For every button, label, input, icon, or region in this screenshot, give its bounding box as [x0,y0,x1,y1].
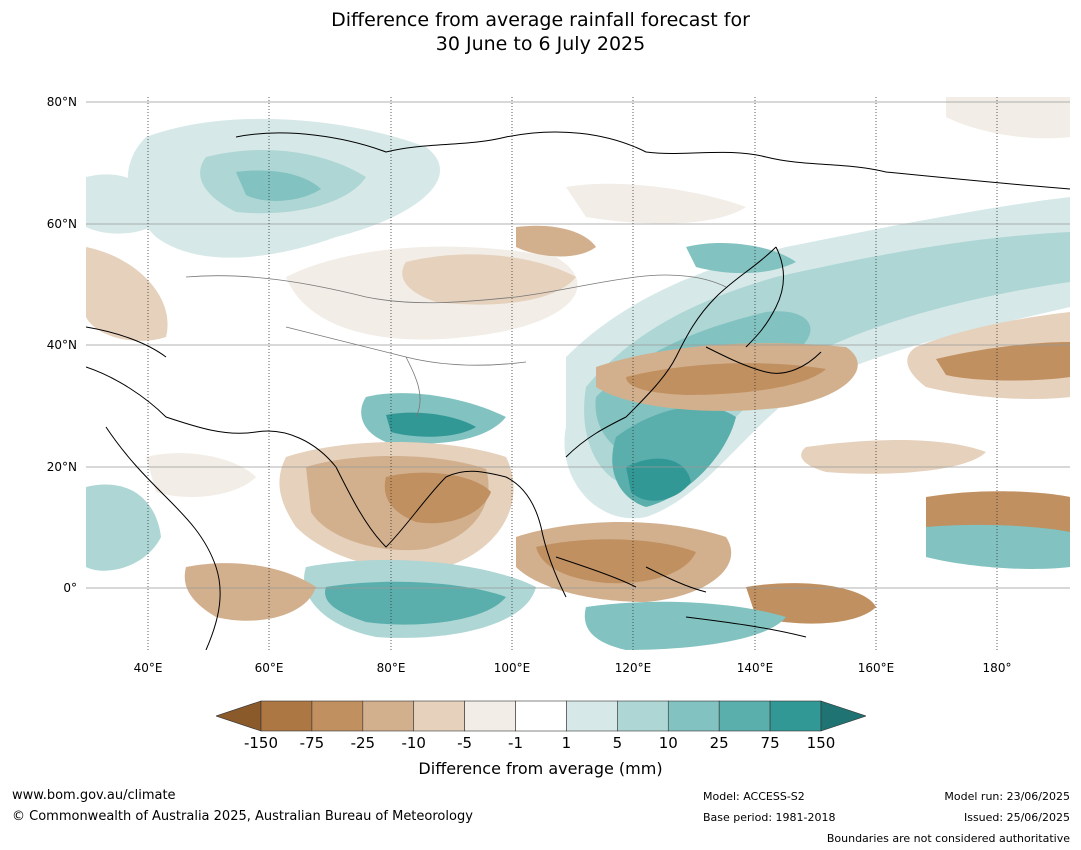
colorbar [216,700,866,732]
colorbar-segment [464,700,516,732]
model-run: Model run: 23/06/2025 [944,790,1070,803]
lat-label-80n: 80°N [46,95,77,109]
lat-label-40n: 40°N [46,338,77,352]
title-line-1: Difference from average rainfall forecas… [331,9,750,31]
colorbar-extend-high [820,700,866,732]
meridians [147,97,998,650]
lon-label-80e: 80°E [376,661,406,675]
colorbar-segment [260,700,313,732]
rainfall-anomaly-map [86,97,1070,650]
colorbar-segment [566,700,618,732]
coastlines [86,131,1070,650]
colorbar-segment [667,700,720,732]
lon-label-40e: 40°E [133,661,163,675]
colorbar-tick-label: 25 [709,734,729,752]
graticule [86,101,1070,589]
colorbar-segment [362,700,415,732]
colorbar-tick-label: 5 [612,734,623,752]
country-borders [185,274,727,418]
title-line-2: 30 June to 6 July 2025 [435,33,646,55]
lat-label-60n: 60°N [46,217,77,231]
lon-label-180: 180° [982,661,1012,675]
colorbar-tick-label: -75 [299,734,325,752]
website-link[interactable]: www.bom.gov.au/climate [12,788,176,803]
colorbar-tick-label: 10 [658,734,678,752]
anomaly-field [86,97,1070,650]
colorbar-segment [311,700,364,732]
colorbar-segment [413,700,465,732]
lat-label-20n: 20°N [46,460,77,474]
copyright-text: © Commonwealth of Australia 2025, Austra… [12,809,473,824]
lon-label-160e: 160°E [857,661,895,675]
colorbar-tick-label: -25 [350,734,376,752]
lon-label-140e: 140°E [736,661,774,675]
colorbar-segment [515,700,567,732]
lon-label-100e: 100°E [493,661,531,675]
colorbar-tick-label: -10 [401,734,426,752]
colorbar-segment [769,700,822,732]
map-canvas [86,97,1070,650]
boundaries-disclaimer: Boundaries are not considered authoritat… [826,832,1070,845]
colorbar-tick-label: -150 [243,734,279,752]
base-period: Base period: 1981-2018 [703,811,836,824]
colorbar-tick-label: 75 [760,734,780,752]
lat-label-0: 0° [63,581,77,595]
chart-title: Difference from average rainfall forecas… [0,8,1081,56]
colorbar-tick-label: -1 [508,734,524,752]
colorbar-extend-low [216,700,262,732]
colorbar-segment [718,700,771,732]
lon-label-60e: 60°E [254,661,284,675]
issued-date: Issued: 25/06/2025 [963,811,1070,824]
model-name: Model: ACCESS-S2 [703,790,805,803]
colorbar-tick-label: -5 [457,734,473,752]
colorbar-segment [617,700,669,732]
lon-label-120e: 120°E [614,661,652,675]
colorbar-label: Difference from average (mm) [418,759,663,778]
colorbar-tick-label: 150 [806,734,836,752]
colorbar-tick-label: 1 [561,734,572,752]
